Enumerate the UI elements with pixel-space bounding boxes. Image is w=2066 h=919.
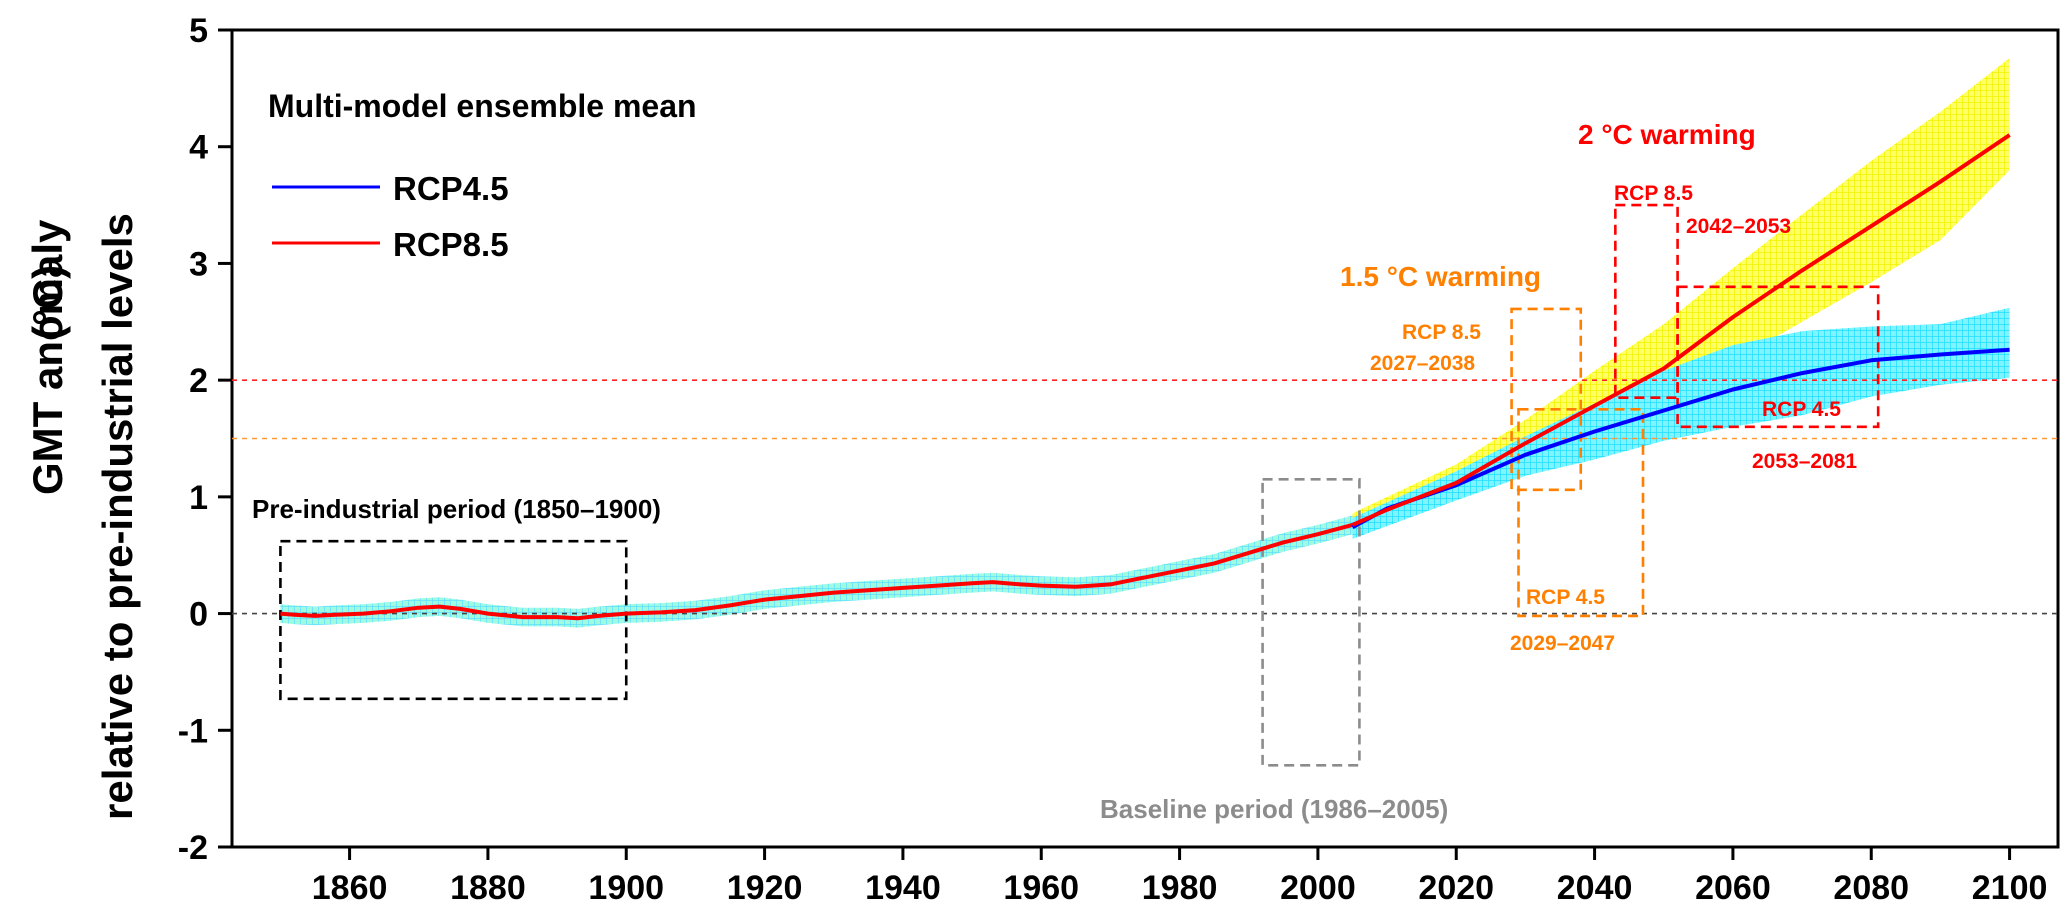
x-tick-label: 1940 [865,869,941,907]
annotation-15c-rcp85: RCP 8.5 [1402,321,1481,344]
plot-area [230,28,2060,849]
y-axis-title: GMT anomaly (°C) relative to pre-industr… [24,213,141,820]
y-tick-label: -1 [178,712,208,750]
y-tick-label: 0 [189,596,208,634]
x-tick-label: 1900 [588,869,664,907]
annotation-15c-rcp45-years: 2029–2047 [1510,632,1615,655]
annotation-2c-rcp45-years: 2053–2081 [1752,450,1857,473]
y-tick-label: 5 [189,12,208,50]
historical-uncertainty-band [280,515,1353,628]
legend-label-rcp45: RCP4.5 [393,170,509,207]
annotation-15c-rcp45: RCP 4.5 [1526,586,1605,609]
x-tick-label: 1980 [1142,869,1218,907]
y-tick-label: 4 [189,129,208,167]
x-tick-label: 2100 [1972,869,2048,907]
period-box-1 [1261,478,1361,767]
annotations: Pre-industrial period (1850–1900) Baseli… [252,119,1857,824]
x-axis: 1860 1880 1900 1920 1940 1960 1980 2000 2020 2040… [312,847,2048,907]
x-tick-label: 2000 [1280,869,1356,907]
rcp85-mean-line [1351,133,2011,527]
y-tick-label: 2 [189,362,208,400]
annotation-2c-rcp85: RCP 8.5 [1614,182,1693,205]
y-tick-label: -2 [178,829,208,867]
period-box-2 [1510,307,1583,492]
y-tick-label: 1 [189,479,208,517]
x-tick-label: 1860 [312,869,388,907]
historical-mean-line [280,522,1354,621]
x-tick-label: 2080 [1833,869,1909,907]
y-axis: 5 4 3 2 1 0 -1 -2 [178,12,232,867]
y-axis-label-unit: (°C) [24,265,71,340]
y-tick-label: 3 [189,245,208,283]
annotation-preindustrial: Pre-industrial period (1850–1900) [252,494,661,524]
period-box-0 [279,539,628,701]
y-axis-label-line2: relative to pre-industrial levels [94,213,141,820]
annotation-2c-rcp85-years: 2042–2053 [1686,215,1791,238]
x-tick-label: 2060 [1695,869,1771,907]
annotation-baseline: Baseline period (1986–2005) [1100,794,1448,824]
y-axis-label-line1: GMT anomaly [24,219,71,495]
x-tick-label: 1920 [727,869,803,907]
legend-label-rcp85: RCP8.5 [393,226,509,263]
x-tick-label: 2040 [1557,869,1633,907]
period-box-3 [1517,408,1645,618]
annotation-2c-warming: 2 °C warming [1578,119,1756,150]
x-tick-label: 1880 [450,869,526,907]
x-tick-label: 1960 [1003,869,1079,907]
annotation-15c-warming: 1.5 °C warming [1340,261,1541,292]
annotation-2c-rcp45: RCP 4.5 [1762,398,1841,421]
legend: Multi-model ensemble mean RCP4.5 RCP8.5 [268,88,697,263]
annotation-15c-rcp85-years: 2027–2038 [1370,352,1475,375]
x-tick-label: 2020 [1418,869,1494,907]
legend-title: Multi-model ensemble mean [268,88,697,124]
